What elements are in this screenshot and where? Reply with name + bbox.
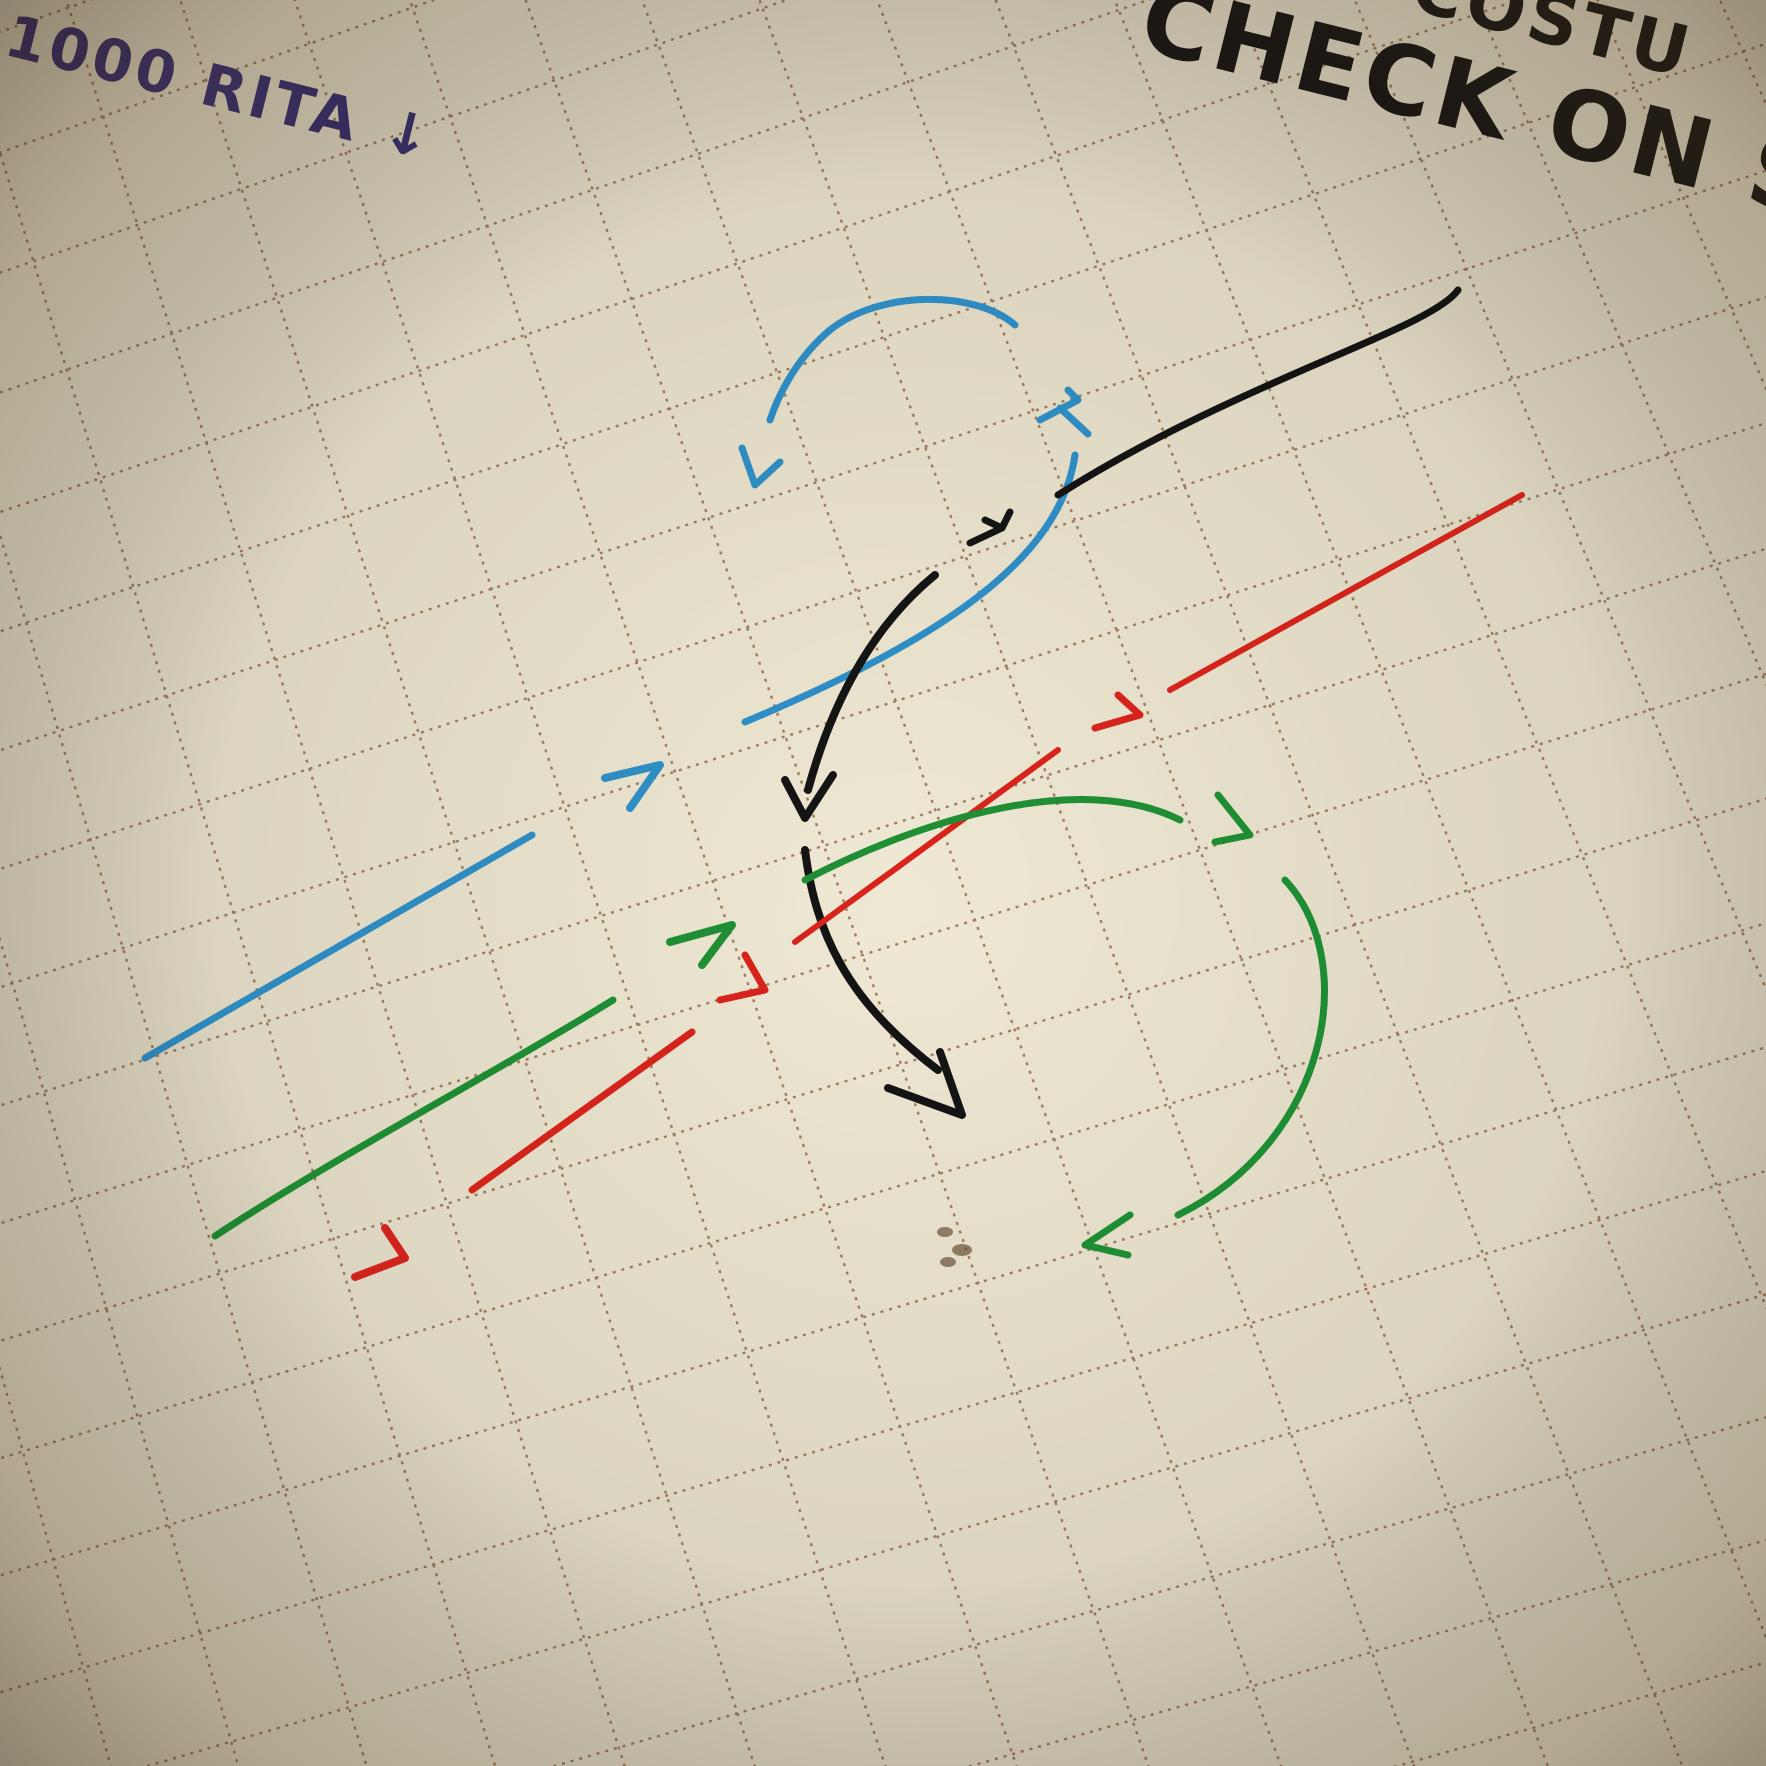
notebook-photo: 1000 RITA ↓ COSTU CHECK ON S xyxy=(0,0,1766,1766)
photo-vignette xyxy=(0,0,1766,1766)
